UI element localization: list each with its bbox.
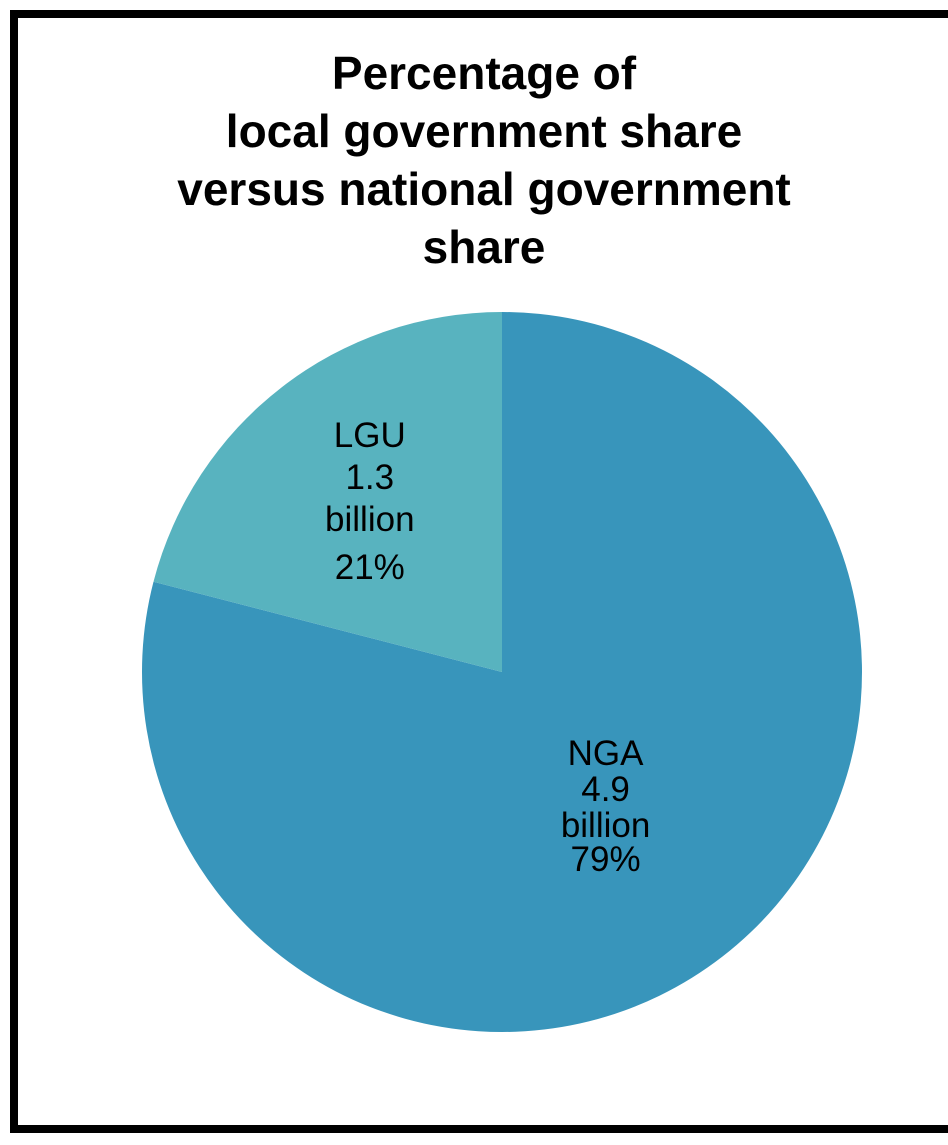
slice-label-lgu-line-2: 1.3 — [345, 458, 394, 497]
slice-label-lgu-line-3: billion — [325, 500, 415, 539]
pie-slice-lgu — [153, 312, 502, 672]
slice-label-lgu-line-4: 21% — [335, 548, 405, 587]
slice-label-nga-line-4: 79% — [571, 840, 641, 879]
chart-title: Percentage of local government share ver… — [10, 44, 948, 276]
chart-title-line-3: versus national government — [177, 163, 791, 215]
chart-title-line-4: share — [422, 221, 546, 273]
slice-label-lgu-line-1: LGU — [334, 416, 406, 455]
chart-title-line-2: local government share — [225, 105, 743, 157]
pie-slice-nga — [142, 312, 863, 1032]
slice-label-nga-line-2: 4.9 — [581, 770, 630, 809]
slice-label-nga-line-3: billion — [561, 806, 651, 845]
slice-label-nga-line-1: NGA — [568, 734, 645, 773]
chart-title-line-1: Percentage of — [331, 47, 637, 99]
